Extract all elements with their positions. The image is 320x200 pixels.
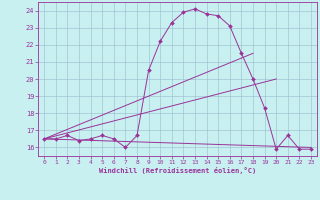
X-axis label: Windchill (Refroidissement éolien,°C): Windchill (Refroidissement éolien,°C): [99, 167, 256, 174]
